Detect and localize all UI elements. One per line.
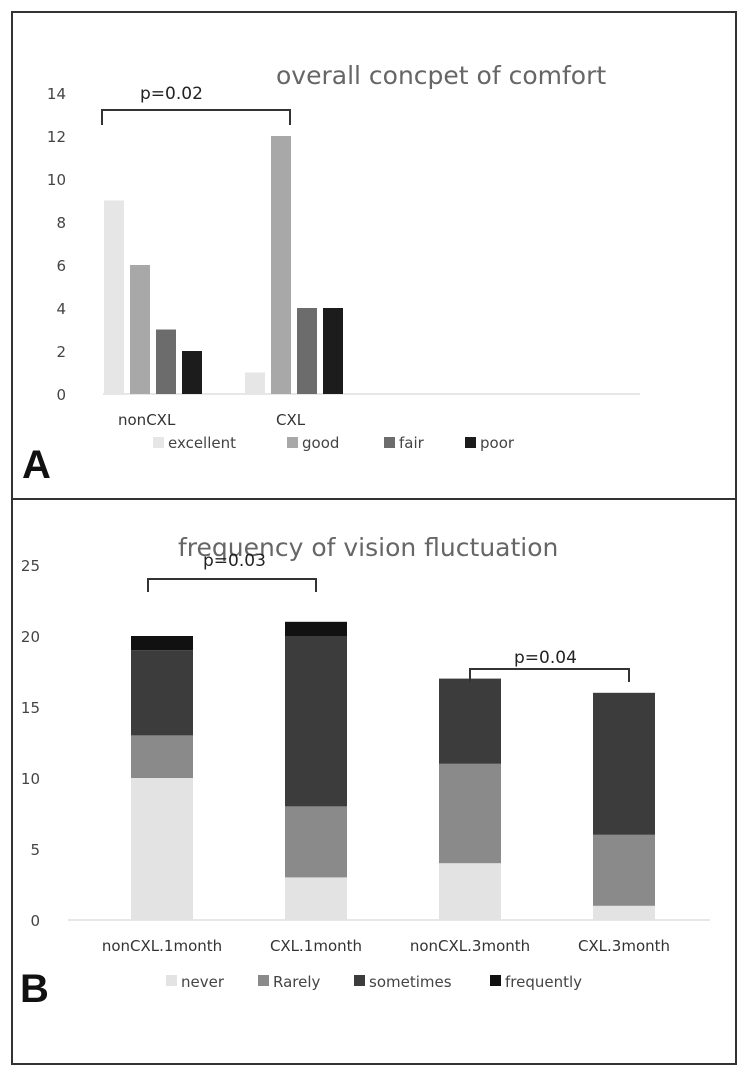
chart-a-y-tick-label: 10 bbox=[47, 171, 66, 189]
legend-label-never: never bbox=[181, 973, 225, 991]
chart-b-y-tick-label: 20 bbox=[21, 628, 40, 646]
chart-b-pvalue-2: p=0.04 bbox=[514, 648, 577, 668]
chart-b-segment-frequently-nonCXL.1month bbox=[131, 636, 193, 651]
chart-a-y-tick-label: 4 bbox=[56, 300, 66, 318]
chart-a-title: overall concpet of comfort bbox=[276, 61, 606, 90]
chart-b-segment-sometimes-nonCXL.1month bbox=[131, 650, 193, 736]
chart-a-y-tick-label: 2 bbox=[56, 343, 66, 361]
chart-b-segment-Rarely-CXL.1month bbox=[285, 806, 347, 878]
chart-b-segment-sometimes-CXL.1month bbox=[285, 636, 347, 807]
chart-b-y-tick-label: 15 bbox=[21, 699, 40, 717]
chart-a-bar-good-CXL bbox=[271, 136, 291, 394]
chart-a-bar-poor-nonCXL bbox=[182, 351, 202, 394]
legend-swatch-never bbox=[166, 975, 177, 986]
chart-b-segment-never-nonCXL.3month bbox=[439, 863, 501, 920]
legend-swatch-excellent bbox=[153, 437, 164, 448]
legend-label-sometimes: sometimes bbox=[369, 973, 452, 991]
legend-swatch-rarely bbox=[258, 975, 269, 986]
chart-b-category-label: nonCXL.3month bbox=[410, 937, 530, 955]
chart-a-bar-fair-nonCXL bbox=[156, 329, 176, 394]
chart-b-significance-bracket-2 bbox=[469, 668, 630, 682]
chart-b-segment-never-CXL.3month bbox=[593, 905, 655, 920]
chart-b-y-tick-label: 0 bbox=[30, 912, 40, 930]
legend-swatch-sometimes bbox=[354, 975, 365, 986]
chart-b-category-label: nonCXL.1month bbox=[102, 937, 222, 955]
chart-a-bar-poor-CXL bbox=[323, 308, 343, 394]
legend-swatch-poor bbox=[465, 437, 476, 448]
panel-letter-b: B bbox=[20, 967, 49, 1011]
chart-b-segment-sometimes-nonCXL.3month bbox=[439, 678, 501, 764]
chart-b-category-label: CXL.3month bbox=[578, 937, 670, 955]
chart-a-y-tick-label: 8 bbox=[56, 214, 66, 232]
legend-label-excellent: excellent bbox=[168, 434, 236, 452]
chart-b-significance-bracket-1 bbox=[147, 578, 317, 592]
legend-swatch-fair bbox=[384, 437, 395, 448]
legend-label-poor: poor bbox=[480, 434, 515, 452]
chart-b-category-label: CXL.1month bbox=[270, 937, 362, 955]
chart-b-segment-Rarely-nonCXL.3month bbox=[439, 763, 501, 864]
legend-label-frequently: frequently bbox=[505, 973, 582, 991]
chart-b-segment-never-CXL.1month bbox=[285, 877, 347, 920]
chart-a-category-label: CXL bbox=[276, 411, 306, 429]
chart-a-significance-bracket bbox=[101, 109, 291, 125]
chart-b-segment-sometimes-CXL.3month bbox=[593, 692, 655, 835]
chart-b-segment-never-nonCXL.1month bbox=[131, 778, 193, 920]
chart-a-pvalue: p=0.02 bbox=[140, 84, 203, 104]
chart-b-y-tick-label: 5 bbox=[30, 841, 40, 859]
legend-label-fair: fair bbox=[399, 434, 425, 452]
panel-letter-a: A bbox=[22, 443, 51, 487]
legend-swatch-good bbox=[287, 437, 298, 448]
chart-b-pvalue-1: p=0.03 bbox=[203, 551, 266, 571]
legend-swatch-frequently bbox=[490, 975, 501, 986]
chart-a-bar-excellent-CXL bbox=[245, 372, 265, 394]
chart-b-title: frequency of vision fluctuation bbox=[178, 533, 558, 562]
legend-label-rarely: Rarely bbox=[273, 973, 321, 991]
panel-divider bbox=[11, 498, 737, 500]
figure-frame bbox=[11, 11, 737, 1065]
chart-a-category-label: nonCXL bbox=[118, 411, 176, 429]
chart-a-y-tick-label: 14 bbox=[47, 85, 66, 103]
chart-a-bar-good-nonCXL bbox=[130, 265, 150, 394]
chart-a-y-tick-label: 0 bbox=[56, 386, 66, 404]
chart-b-y-tick-label: 25 bbox=[21, 557, 40, 575]
chart-b-segment-Rarely-nonCXL.1month bbox=[131, 735, 193, 778]
chart-b-segment-Rarely-CXL.3month bbox=[593, 834, 655, 906]
legend-label-good: good bbox=[302, 434, 339, 452]
chart-a-y-tick-label: 6 bbox=[56, 257, 66, 275]
chart-a-bar-excellent-nonCXL bbox=[104, 200, 124, 394]
chart-a-bar-fair-CXL bbox=[297, 308, 317, 394]
chart-b-segment-frequently-CXL.1month bbox=[285, 621, 347, 636]
chart-b-y-tick-label: 10 bbox=[21, 770, 40, 788]
chart-a-y-tick-label: 12 bbox=[47, 128, 66, 146]
